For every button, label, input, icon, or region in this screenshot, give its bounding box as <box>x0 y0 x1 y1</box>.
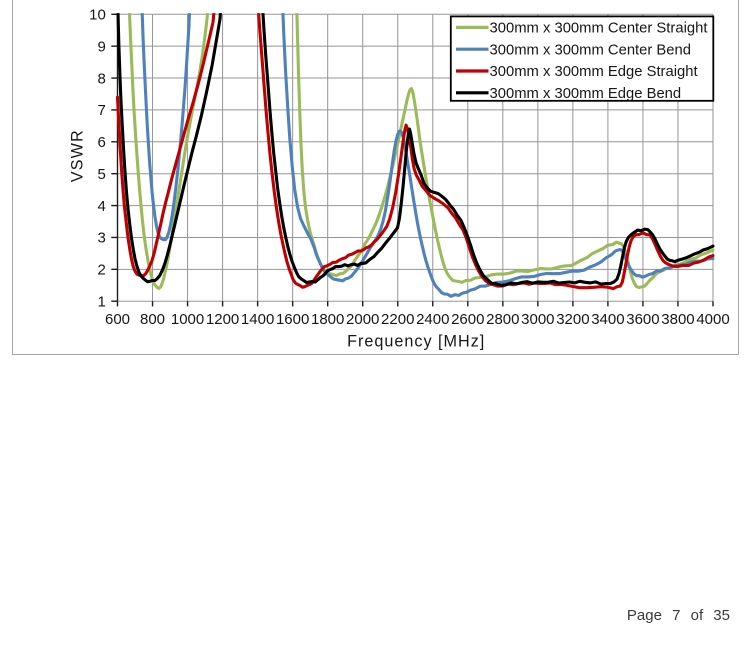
svg-text:2400: 2400 <box>416 311 449 328</box>
svg-text:5: 5 <box>97 166 105 183</box>
svg-text:3: 3 <box>97 230 105 247</box>
svg-text:Frequency [MHz]: Frequency [MHz] <box>347 333 485 351</box>
svg-text:3000: 3000 <box>521 311 554 328</box>
svg-text:300mm x 300mm Edge Straight: 300mm x 300mm Edge Straight <box>490 64 698 80</box>
svg-text:2600: 2600 <box>451 311 484 328</box>
svg-text:3800: 3800 <box>661 311 694 328</box>
svg-text:1200: 1200 <box>206 311 239 328</box>
svg-text:4: 4 <box>97 198 105 215</box>
svg-text:1: 1 <box>97 294 105 311</box>
svg-text:8: 8 <box>97 70 105 87</box>
svg-text:3600: 3600 <box>626 311 659 328</box>
svg-text:2200: 2200 <box>381 311 414 328</box>
svg-text:300mm x 300mm Center Bend: 300mm x 300mm Center Bend <box>490 42 692 58</box>
svg-text:300mm x 300mm Edge Bend: 300mm x 300mm Edge Bend <box>490 86 682 102</box>
svg-text:9: 9 <box>97 38 105 55</box>
svg-text:1000: 1000 <box>171 311 204 328</box>
svg-text:800: 800 <box>140 311 165 328</box>
svg-text:2000: 2000 <box>346 311 379 328</box>
svg-text:600: 600 <box>105 311 130 328</box>
svg-text:10: 10 <box>89 7 106 24</box>
svg-text:Page 7 of 35: Page 7 of 35 <box>627 607 730 624</box>
svg-text:7: 7 <box>97 102 105 119</box>
svg-text:4000: 4000 <box>696 311 729 328</box>
svg-text:1400: 1400 <box>241 311 274 328</box>
svg-text:3200: 3200 <box>556 311 589 328</box>
svg-text:6: 6 <box>97 134 105 151</box>
svg-text:2800: 2800 <box>486 311 519 328</box>
svg-text:1800: 1800 <box>311 311 344 328</box>
svg-text:3400: 3400 <box>591 311 624 328</box>
svg-text:2: 2 <box>97 262 105 279</box>
svg-text:300mm x 300mm Center Straight: 300mm x 300mm Center Straight <box>490 21 708 37</box>
svg-text:1600: 1600 <box>276 311 309 328</box>
svg-text:VSWR: VSWR <box>68 129 86 182</box>
